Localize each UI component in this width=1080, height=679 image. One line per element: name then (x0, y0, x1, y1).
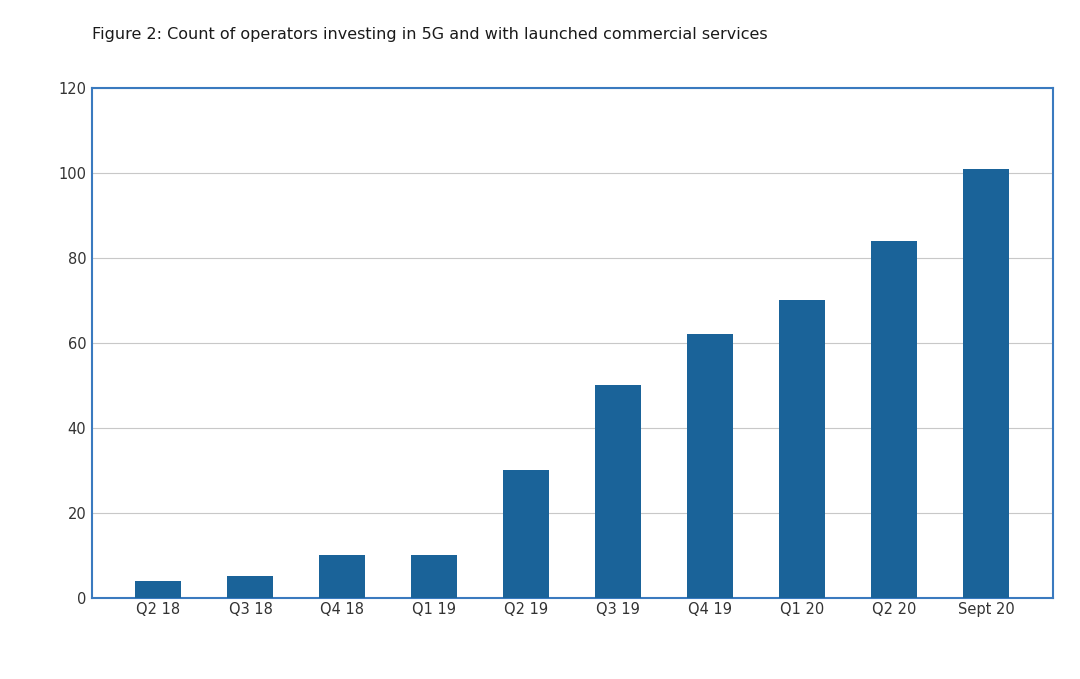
Bar (595, 386, 642, 598)
Bar (503, 470, 550, 598)
Bar (135, 581, 181, 598)
Bar (963, 169, 1010, 598)
Bar (411, 555, 458, 598)
Text: Figure 2: Count of operators investing in 5G and with launched commercial servic: Figure 2: Count of operators investing i… (92, 27, 768, 42)
Bar (872, 241, 917, 598)
Bar (320, 555, 365, 598)
Bar (780, 300, 825, 598)
Bar (687, 334, 733, 598)
Bar (228, 576, 273, 598)
